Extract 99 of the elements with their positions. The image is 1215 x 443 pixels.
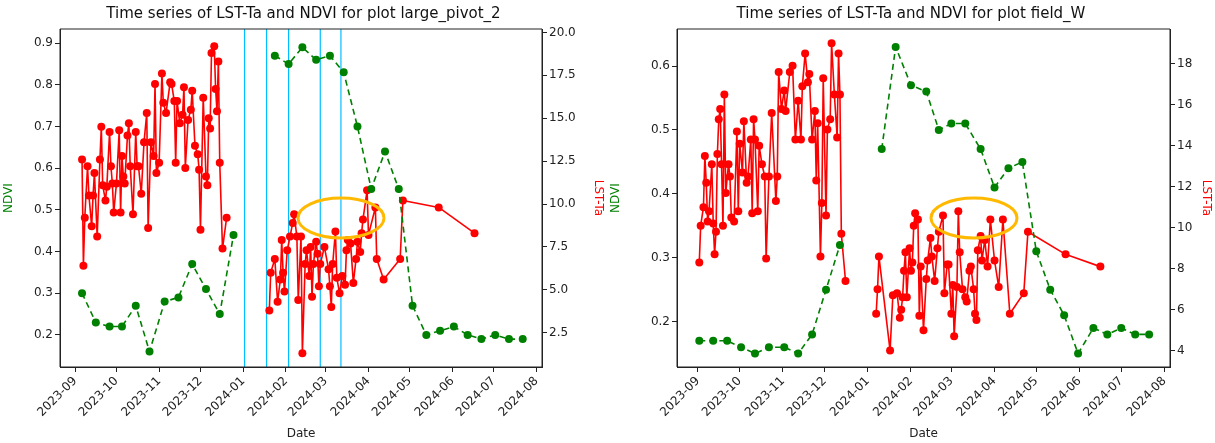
- point: [922, 87, 931, 96]
- point: [1131, 330, 1140, 339]
- point: [160, 297, 169, 306]
- point: [695, 336, 704, 345]
- point: [381, 147, 390, 156]
- y-tick-label: 0.3: [33, 285, 53, 300]
- point: [877, 145, 886, 154]
- point: [463, 330, 472, 339]
- y-tick-label: 0.7: [33, 118, 53, 133]
- point: [145, 347, 154, 356]
- point: [976, 145, 985, 154]
- point: [367, 185, 376, 194]
- y2-tick-label: 12.5: [549, 153, 576, 168]
- point: [1004, 164, 1013, 173]
- point: [394, 185, 403, 194]
- point: [750, 349, 759, 358]
- y-tick-label: 0.6: [650, 58, 670, 73]
- point: [808, 330, 817, 339]
- y2-tick-label: 8: [1177, 260, 1185, 275]
- y-axis-title: NDVI: [608, 183, 623, 213]
- point: [1145, 330, 1154, 339]
- point: [201, 285, 210, 294]
- point: [764, 343, 773, 352]
- y-tick-label: 0.2: [33, 327, 53, 342]
- point: [891, 42, 900, 51]
- y2-tick-label: 7.5: [549, 239, 569, 254]
- y-tick-label: 0.2: [650, 313, 670, 328]
- y2-tick-label: 14: [1177, 137, 1193, 152]
- point: [215, 310, 224, 319]
- point: [961, 119, 970, 128]
- point: [477, 335, 486, 344]
- point: [174, 293, 183, 302]
- point: [504, 335, 513, 344]
- y2-tick-label: 20.0: [549, 24, 576, 39]
- point: [1103, 330, 1112, 339]
- point: [990, 183, 999, 192]
- point: [491, 330, 500, 339]
- y-tick-label: 0.6: [33, 160, 53, 175]
- point: [835, 240, 844, 249]
- point: [408, 301, 417, 310]
- y2-axis-title: LST-Ta: [591, 179, 606, 217]
- y-tick-label: 0.4: [650, 185, 670, 200]
- point: [947, 119, 956, 128]
- point: [1117, 324, 1126, 333]
- y-tick-label: 0.5: [33, 202, 53, 216]
- point: [1089, 324, 1098, 333]
- point: [709, 336, 718, 345]
- y2-tick-label: 12: [1177, 178, 1193, 193]
- point: [131, 301, 140, 310]
- point: [105, 322, 114, 331]
- point: [353, 122, 362, 131]
- point: [518, 335, 527, 344]
- y2-tick-label: 5.0: [549, 281, 569, 296]
- y2-tick-label: 16: [1177, 96, 1193, 111]
- point: [780, 343, 789, 352]
- point: [188, 260, 197, 269]
- chart-title: Time series of LST-Ta and NDVI for plot large_pivot_2: [105, 3, 501, 23]
- y2-tick-label: 15.0: [549, 110, 576, 125]
- point: [325, 51, 334, 60]
- y-tick-label: 0.8: [33, 76, 53, 91]
- point: [298, 43, 307, 52]
- y-axis-title: NDVI: [1, 183, 16, 213]
- point: [1032, 247, 1041, 256]
- point: [1018, 157, 1027, 166]
- y2-tick-label: 10.0: [549, 196, 576, 211]
- y2-tick-label: 17.5: [549, 67, 576, 82]
- chart-title: Time series of LST-Ta and NDVI for plot field_W: [735, 3, 1086, 23]
- point: [934, 125, 943, 134]
- y-tick-label: 0.9: [33, 35, 53, 50]
- point: [229, 230, 238, 239]
- y-tick-label: 0.4: [33, 243, 53, 258]
- x-axis-title: Date: [286, 425, 316, 440]
- point: [1074, 349, 1083, 358]
- point: [1046, 285, 1055, 294]
- point: [339, 68, 348, 77]
- point: [906, 81, 915, 90]
- y2-axis-title: LST-Ta: [1199, 179, 1214, 217]
- point: [436, 326, 445, 335]
- point: [117, 322, 126, 331]
- y2-tick-label: 4: [1177, 342, 1185, 357]
- point: [449, 322, 458, 331]
- point: [723, 336, 732, 345]
- point: [78, 289, 87, 298]
- point: [1060, 311, 1069, 320]
- point: [284, 60, 293, 69]
- x-axis-title: Date: [909, 425, 938, 440]
- point: [312, 55, 321, 64]
- point: [737, 343, 746, 352]
- point: [91, 318, 100, 327]
- y2-tick-label: 18: [1177, 55, 1193, 70]
- y-tick-label: 0.5: [650, 122, 670, 137]
- point: [794, 349, 803, 358]
- point: [822, 285, 831, 294]
- y2-tick-label: 2.5: [549, 324, 569, 339]
- y2-tick-label: 6: [1177, 301, 1185, 316]
- point: [422, 330, 431, 339]
- y-tick-label: 0.3: [650, 249, 670, 264]
- y2-tick-label: 10: [1177, 219, 1193, 234]
- point: [270, 51, 279, 60]
